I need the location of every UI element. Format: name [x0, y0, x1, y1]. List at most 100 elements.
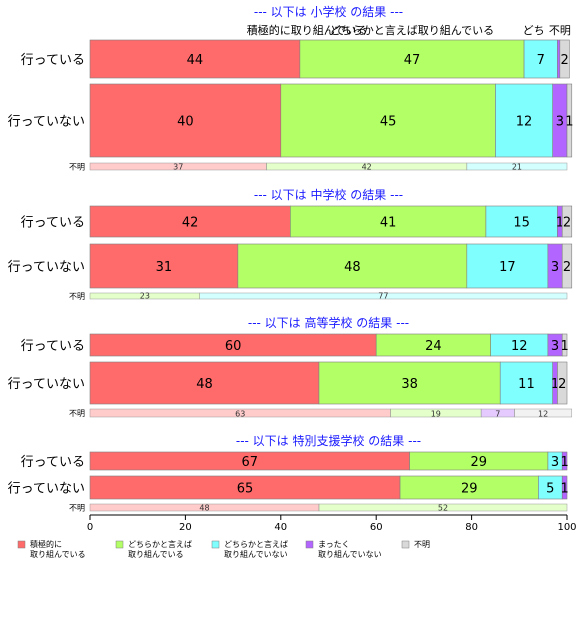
- unknown-value-label: 37: [173, 163, 183, 172]
- bar-segment: [466, 243, 549, 289]
- bar-value-label: 45: [380, 115, 397, 130]
- bar-segment: [299, 39, 525, 79]
- bar-value-label: 31: [156, 260, 173, 275]
- panel-title: --- 以下は 中学校 の結果 ---: [254, 187, 403, 202]
- row-label: 行っている: [21, 339, 85, 354]
- unknown-bar-segment: [514, 408, 573, 418]
- legend-label: どちらかと言えば取り組んでいる: [128, 539, 192, 559]
- bar-segment: [561, 451, 568, 471]
- bar-value-label: 15: [513, 216, 530, 231]
- bar-segment: [89, 39, 301, 79]
- bar-value-label: 3: [551, 260, 559, 275]
- bar-segment: [280, 83, 496, 158]
- top-label: 不明: [549, 24, 571, 37]
- bar-value-label: 1: [560, 482, 568, 497]
- bar-value-label: 17: [499, 260, 516, 275]
- bar-value-label: 24: [425, 339, 442, 354]
- bar-segment: [499, 361, 553, 405]
- bar-value-label: 41: [380, 216, 397, 231]
- bar-segment: [561, 243, 573, 289]
- unknown-row-label: 不明: [69, 292, 85, 301]
- top-label: どちらかと言えば取り組んでいる: [330, 24, 494, 37]
- unknown-value-label: 7: [495, 410, 500, 419]
- legend-label: 積極的に取り組んでいる: [30, 539, 86, 559]
- row-label: 行っている: [21, 455, 85, 470]
- bar-segment: [89, 243, 239, 289]
- bar-value-label: 12: [516, 115, 533, 130]
- unknown-bar-segment: [199, 292, 568, 300]
- bar-value-label: 48: [344, 260, 361, 275]
- legend-item: どちらかと言えば取り組んでいる: [115, 539, 192, 559]
- row-label: 行っていない: [8, 115, 85, 130]
- legend-swatch: [211, 540, 220, 549]
- bar-segment: [561, 475, 568, 500]
- unknown-value-label: 12: [538, 410, 548, 419]
- top-label: 積極的に取り組んでいる: [247, 23, 367, 37]
- bar-value-label: 42: [182, 216, 199, 231]
- legend-label: 不明: [414, 540, 430, 549]
- bar-value-label: 3: [556, 115, 564, 130]
- legend-swatch: [305, 540, 314, 549]
- bar-segment: [557, 361, 568, 405]
- unknown-value-label: 23: [140, 292, 150, 301]
- x-tick-label: 0: [87, 522, 93, 533]
- top-label: どち: [523, 24, 545, 37]
- bar-value-label: 1: [556, 216, 564, 231]
- bar-segment: [561, 333, 568, 357]
- unknown-value-label: 21: [512, 163, 522, 172]
- unknown-bar-segment: [466, 162, 568, 171]
- row-label: 行っている: [21, 216, 85, 231]
- panel-title: --- 以下は 特別支援学校 の結果 ---: [236, 433, 421, 448]
- bar-value-label: 11: [518, 377, 535, 392]
- bar-value-label: 2: [560, 53, 568, 68]
- bar-value-label: 29: [470, 455, 487, 470]
- row-label: 行っていない: [8, 482, 85, 497]
- x-tick-label: 40: [274, 522, 287, 533]
- row-label: 行っていない: [8, 377, 85, 392]
- bar-value-label: 5: [546, 482, 554, 497]
- bar-value-label: 2: [563, 260, 571, 275]
- bar-value-label: 47: [404, 53, 421, 68]
- unknown-row-label: 不明: [69, 409, 85, 418]
- legend-label: どちらかと言えば取り組んでいない: [224, 539, 288, 559]
- bar-value-label: 60: [225, 339, 242, 354]
- bar-value-label: 3: [551, 455, 559, 470]
- legend-item: 不明: [401, 540, 430, 549]
- bar-value-label: 12: [511, 339, 528, 354]
- bar-value-label: 3: [551, 339, 559, 354]
- legend-item: どちらかと言えば取り組んでいない: [211, 539, 288, 559]
- legend-item: 積極的に取り組んでいる: [17, 539, 86, 559]
- panel-3: --- 以下は 特別支援学校 の結果 --- 行っている 67 29 3 1 行っていない 6…: [8, 433, 569, 513]
- x-tick-label: 80: [465, 522, 478, 533]
- bar-value-label: 7: [537, 53, 545, 68]
- bar-value-label: 1: [551, 377, 559, 392]
- panel-0: --- 以下は 小学校 の結果 --- 行っている 44 47 7 2 行っていない 40 45…: [8, 4, 574, 172]
- bar-value-label: 1: [560, 455, 568, 470]
- bar-segment: [89, 361, 320, 405]
- bar-segment: [495, 83, 553, 158]
- unknown-value-label: 42: [362, 163, 372, 172]
- x-tick-label: 20: [179, 522, 192, 533]
- bar-segment: [237, 243, 468, 289]
- bar-segment: [318, 361, 501, 405]
- bar-value-label: 65: [237, 482, 254, 497]
- bar-value-label: 44: [187, 53, 204, 68]
- bar-value-label: 2: [563, 216, 571, 231]
- legend-item: まったく取り組んでいない: [305, 540, 382, 559]
- row-label: 行っている: [21, 53, 85, 68]
- legend-label: まったく取り組んでいない: [318, 540, 382, 559]
- bar-segment: [566, 83, 573, 158]
- bar-value-label: 2: [558, 377, 566, 392]
- legend-swatch: [115, 540, 124, 549]
- unknown-value-label: 48: [199, 504, 209, 513]
- bar-segment: [485, 205, 558, 238]
- bar-value-label: 1: [560, 339, 568, 354]
- bar-value-label: 67: [242, 455, 259, 470]
- row-label: 行っていない: [8, 260, 85, 275]
- panel-title: --- 以下は 高等学校 の結果 ---: [248, 315, 409, 330]
- unknown-bar-segment: [318, 503, 568, 512]
- unknown-value-label: 52: [438, 504, 448, 513]
- bar-value-label: 40: [177, 115, 194, 130]
